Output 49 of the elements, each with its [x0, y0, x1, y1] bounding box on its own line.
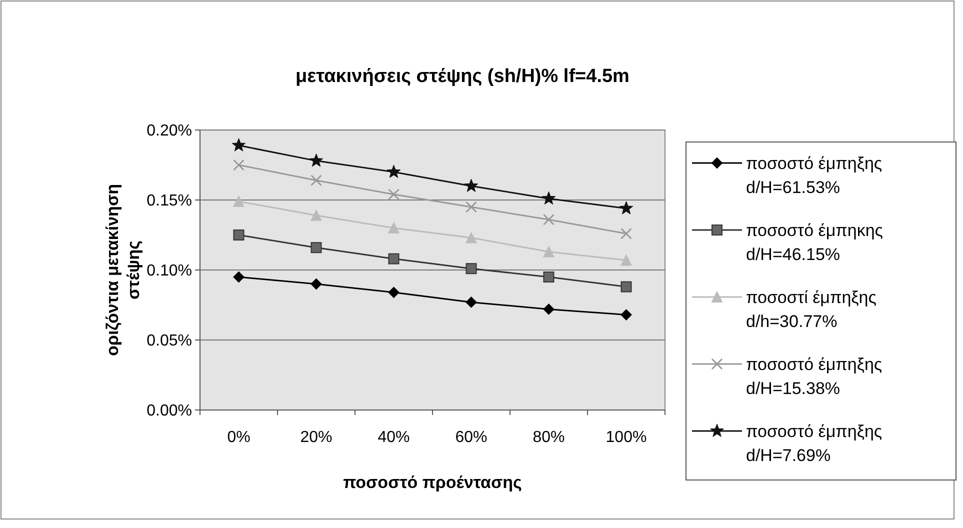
point: [543, 272, 554, 282]
point: [388, 222, 400, 234]
point: [233, 230, 244, 240]
point: [543, 246, 554, 258]
point: [543, 214, 554, 226]
x-tick-label: 60%: [455, 429, 488, 446]
legend-label: ποσοστό έμπηξης d/H=7.69%: [746, 422, 882, 465]
y-tick-label: 0.15%: [146, 192, 192, 210]
point: [233, 272, 244, 282]
point: [543, 304, 554, 315]
point: [309, 154, 324, 167]
x-tick-label: 40%: [378, 429, 410, 446]
point: [233, 196, 244, 207]
point: [232, 138, 246, 152]
point: [620, 228, 632, 240]
point: [388, 286, 400, 298]
legend-label: ποσοστί έμπηξης d/h=30.77%: [746, 288, 876, 331]
point: [620, 309, 632, 320]
point: [310, 174, 322, 186]
point: [542, 191, 556, 205]
x-axis-title: ποσοστό προέντασης: [343, 473, 522, 492]
legend-label: ποσοστό έμπηξης d/H=61.53%: [746, 154, 882, 197]
point: [386, 164, 401, 178]
point: [619, 201, 634, 214]
point: [310, 278, 322, 290]
x-tick-label: 20%: [300, 429, 332, 446]
y-tick-label: 0.20%: [146, 122, 192, 140]
point: [466, 263, 477, 274]
y-axis-title: οριζόντια μετακίνηση στέψης: [103, 184, 143, 356]
point: [620, 254, 632, 266]
point: [466, 296, 477, 308]
point: [310, 210, 322, 221]
point: [388, 188, 400, 200]
point: [620, 281, 632, 292]
y-tick-label: 0.05%: [146, 332, 192, 350]
y-tick-label: 0.10%: [146, 262, 192, 280]
point: [466, 201, 477, 213]
y-tick-label: 0.00%: [146, 402, 192, 420]
x-tick-label: 0%: [227, 429, 250, 446]
chart-title: μετακινήσεις στέψης (sh/H)% lf=4.5m: [296, 66, 630, 87]
point: [388, 253, 400, 264]
legend-label: ποσοστό έμπηξης d/H=15.38%: [746, 354, 882, 398]
point: [466, 232, 477, 244]
point: [464, 178, 478, 192]
x-tick-label: 100%: [606, 429, 647, 446]
legend-label: ποσοστό έμπηκης d/H=46.15%: [746, 220, 883, 264]
point: [310, 242, 322, 254]
point: [233, 159, 244, 171]
x-tick-label: 80%: [532, 429, 565, 446]
